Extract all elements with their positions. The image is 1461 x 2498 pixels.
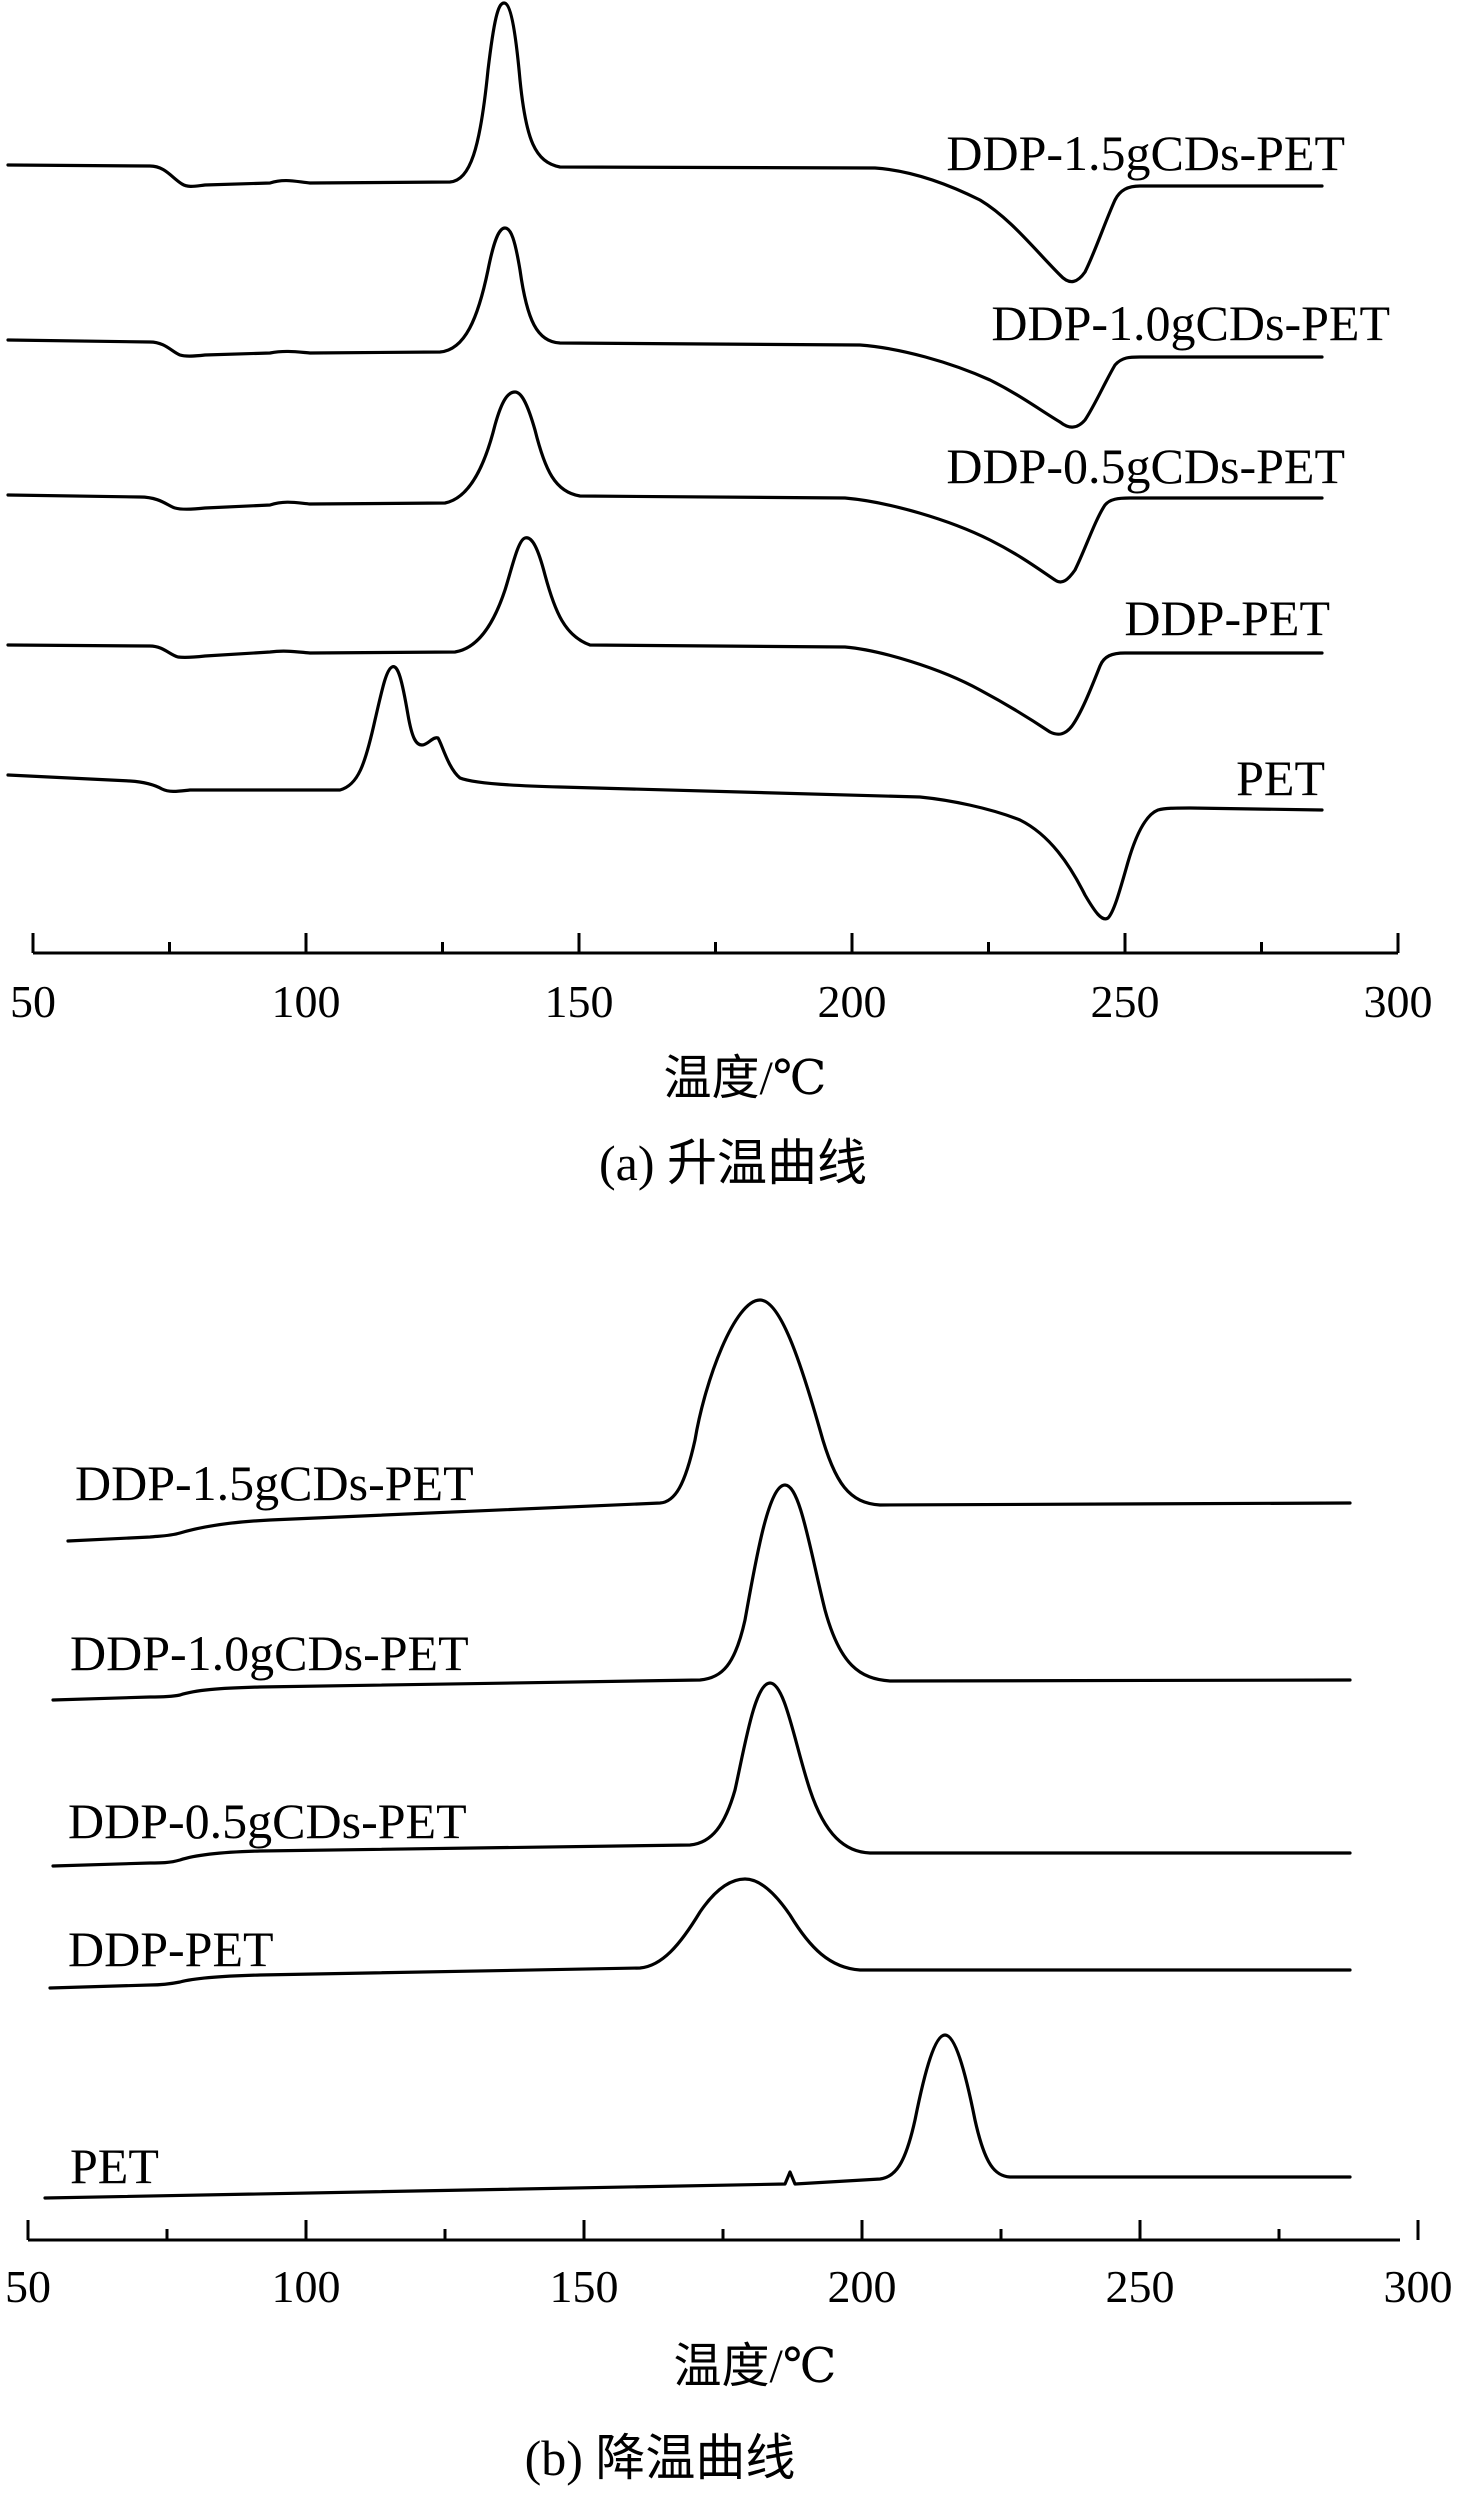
panel-b-curves — [43, 1298, 1352, 2200]
label-b-ddp-1-5gcds-pet: DDP-1.5gCDs-PET — [75, 1455, 474, 1511]
panel-a-curves — [6, 1, 1324, 921]
x-tick-label-300: 300 — [1364, 976, 1433, 1027]
label-b-pet: PET — [70, 2138, 159, 2194]
label-a-pet: PET — [1236, 750, 1325, 806]
label-b-ddp-1-0gcds-pet: DDP-1.0gCDs-PET — [70, 1625, 469, 1681]
curve-a-ddp-1-0gcds-pet — [6, 226, 1324, 429]
panel-b-x-axis-title: 温度/℃ — [673, 2340, 836, 2393]
x-tick-label-200: 200 — [818, 976, 887, 1027]
curve-b-ddp-0-5gcds-pet — [51, 1681, 1352, 1868]
panel-b-ticks: 50 100 150 200 250 300 — [5, 2220, 1453, 2312]
panel-b-caption: (b) 降温曲线 — [525, 2430, 796, 2486]
x-tick-label-50: 50 — [10, 976, 56, 1027]
label-a-ddp-0-5gcds-pet: DDP-0.5gCDs-PET — [946, 438, 1345, 494]
curve-b-ddp-pet — [48, 1877, 1352, 1990]
label-a-ddp-1-5gcds-pet: DDP-1.5gCDs-PET — [946, 125, 1345, 181]
x-tick-label-300: 300 — [1384, 2261, 1453, 2312]
label-a-ddp-pet: DDP-PET — [1124, 590, 1330, 646]
label-a-ddp-1-0gcds-pet: DDP-1.0gCDs-PET — [991, 295, 1390, 351]
curve-a-ddp-1-5gcds-pet — [6, 1, 1324, 284]
panel-a-x-axis-title: 温度/℃ — [663, 1052, 826, 1105]
x-tick-label-100: 100 — [272, 2261, 341, 2312]
x-tick-label-250: 250 — [1091, 976, 1160, 1027]
panel-b-cooling: DDP-1.5gCDs-PET DDP-1.0gCDs-PET DDP-0.5g… — [5, 1298, 1453, 2486]
curve-a-ddp-pet — [6, 536, 1324, 736]
curve-b-ddp-1-5gcds-pet — [66, 1298, 1352, 1543]
panel-a-heating: DDP-1.5gCDs-PET DDP-1.0gCDs-PET DDP-0.5g… — [6, 1, 1433, 1191]
x-tick-label-50: 50 — [5, 2261, 51, 2312]
panel-a-caption: (a) 升温曲线 — [599, 1135, 867, 1191]
curve-b-ddp-1-0gcds-pet — [51, 1483, 1352, 1702]
x-tick-label-150: 150 — [545, 976, 614, 1027]
x-tick-label-200: 200 — [828, 2261, 897, 2312]
x-tick-label-250: 250 — [1106, 2261, 1175, 2312]
panel-a-ticks: 50 100 150 200 250 300 — [10, 933, 1433, 1027]
x-tick-label-150: 150 — [550, 2261, 619, 2312]
curve-a-pet — [6, 665, 1324, 921]
x-tick-label-100: 100 — [272, 976, 341, 1027]
curve-a-ddp-0-5gcds-pet — [6, 390, 1324, 584]
panel-b-series-labels: DDP-1.5gCDs-PET DDP-1.0gCDs-PET DDP-0.5g… — [68, 1455, 474, 2194]
panel-a-series-labels: DDP-1.5gCDs-PET DDP-1.0gCDs-PET DDP-0.5g… — [946, 125, 1390, 806]
label-b-ddp-0-5gcds-pet: DDP-0.5gCDs-PET — [68, 1793, 467, 1849]
label-b-ddp-pet: DDP-PET — [68, 1921, 274, 1977]
curve-b-pet — [43, 2033, 1352, 2200]
